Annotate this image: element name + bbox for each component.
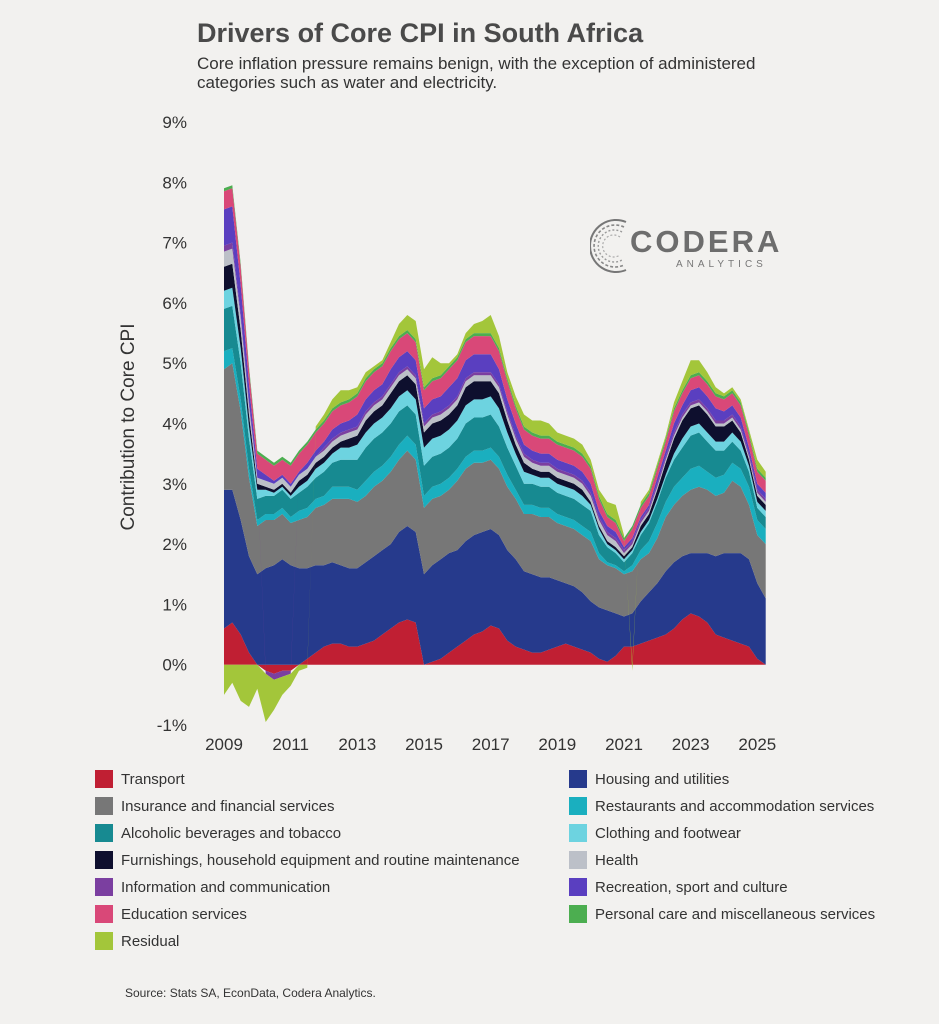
x-tick-label: 2023 (672, 735, 710, 754)
x-tick-label: 2021 (605, 735, 643, 754)
y-tick-labels: -1% 0% 1% 2% 3% 4% 5% 6% 7% 8% 9% (157, 113, 187, 735)
x-tick-label: 2011 (272, 735, 309, 754)
legend-item-residual: Residual (95, 932, 569, 950)
area-recreation-sport-and-culture (224, 206, 766, 551)
y-tick-label: 5% (162, 354, 187, 373)
legend-swatch (95, 824, 113, 842)
area-alcoholic-beverages-and-tobacco (224, 305, 766, 572)
x-tick-label: 2025 (738, 735, 776, 754)
area-housing-and-utilities (224, 489, 766, 665)
x-tick-label: 2015 (405, 735, 443, 754)
y-tick-label: 9% (162, 113, 187, 132)
logo-mark-icon (590, 219, 627, 273)
y-axis-label: Contribution to Core CPI (118, 324, 139, 531)
legend-swatch (95, 797, 113, 815)
legend-item-insurance-and-financial-services: Insurance and financial services (95, 797, 569, 815)
legend-label: Insurance and financial services (121, 797, 335, 815)
legend-label: Health (595, 851, 639, 869)
area-insurance-and-financial-services (224, 363, 766, 617)
legend-label: Housing and utilities (595, 770, 730, 788)
y-tick-label: 4% (162, 415, 187, 434)
y-tick-label: 0% (162, 656, 187, 675)
legend-item-information-and-communication: Information and communication (95, 878, 569, 896)
area-layers (224, 185, 766, 722)
legend-swatch (95, 851, 113, 869)
x-tick-label: 2009 (205, 735, 243, 754)
legend-label: Personal care and miscellaneous services (595, 905, 876, 923)
area-restaurants-and-accommodation-services (224, 348, 766, 575)
legend-swatch (569, 905, 587, 923)
legend-label: Alcoholic beverages and tobacco (121, 824, 342, 842)
legend-item-restaurants-and-accommodation-services: Restaurants and accommodation services (569, 797, 925, 815)
legend-swatch (569, 797, 587, 815)
legend-label: Residual (121, 932, 180, 950)
y-tick-label: 7% (162, 234, 187, 253)
codera-logo: CODERA ANALYTICS (590, 212, 780, 276)
legend-item-clothing-and-footwear: Clothing and footwear (569, 824, 925, 842)
logo-wordmark: CODERA (630, 224, 783, 259)
legend-swatch (569, 770, 587, 788)
chart-legend: Transport Housing and utilities Insurance … (95, 770, 925, 950)
legend-label: Information and communication (121, 878, 331, 896)
legend-swatch (95, 905, 113, 923)
legend-label: Furnishings, household equipment and rou… (121, 851, 520, 869)
y-tick-label: -1% (157, 716, 187, 735)
logo-subtext: ANALYTICS (676, 259, 767, 270)
legend-label: Transport (121, 770, 185, 788)
legend-swatch (569, 851, 587, 869)
legend-label: Education services (121, 905, 247, 923)
x-tick-label: 2019 (538, 735, 576, 754)
y-tick-label: 6% (162, 294, 187, 313)
legend-item-recreation-sport-and-culture: Recreation, sport and culture (569, 878, 925, 896)
legend-item-education-services: Education services (95, 905, 569, 923)
legend-swatch (95, 932, 113, 950)
legend-label: Recreation, sport and culture (595, 878, 788, 896)
source-note: Source: Stats SA, EconData, Codera Analy… (125, 986, 376, 1000)
stacked-area-chart: -1% 0% 1% 2% 3% 4% 5% 6% 7% 8% 9% 2009 2011 2013 2015… (118, 113, 776, 754)
y-tick-label: 3% (162, 475, 187, 494)
x-tick-labels: 2009 2011 2013 2015 2017 2019 2021 2023 2025 (205, 735, 776, 754)
legend-item-furnishings-household-equipment-and-routine-maintenance: Furnishings, household equipment and rou… (95, 851, 569, 869)
legend-swatch (569, 878, 587, 896)
legend-label: Clothing and footwear (595, 824, 741, 842)
y-tick-label: 2% (162, 535, 187, 554)
legend-item-housing-and-utilities: Housing and utilities (569, 770, 925, 788)
legend-swatch (95, 878, 113, 896)
legend-item-health: Health (569, 851, 925, 869)
chart-title: Drivers of Core CPI in South Africa (197, 18, 644, 48)
area-residual (224, 315, 766, 722)
area-transport (224, 613, 766, 674)
legend-item-alcoholic-beverages-and-tobacco: Alcoholic beverages and tobacco (95, 824, 569, 842)
x-tick-label: 2013 (338, 735, 376, 754)
chart-subtitle: Core inflation pressure remains benign, … (197, 54, 756, 92)
y-tick-label: 1% (162, 595, 187, 614)
legend-swatch (95, 770, 113, 788)
x-tick-label: 2017 (472, 735, 510, 754)
legend-label: Restaurants and accommodation services (595, 797, 875, 815)
legend-item-personal-care-and-miscellaneous-services: Personal care and miscellaneous services (569, 905, 925, 923)
legend-item-transport: Transport (95, 770, 569, 788)
legend-swatch (569, 824, 587, 842)
y-tick-label: 8% (162, 173, 187, 192)
